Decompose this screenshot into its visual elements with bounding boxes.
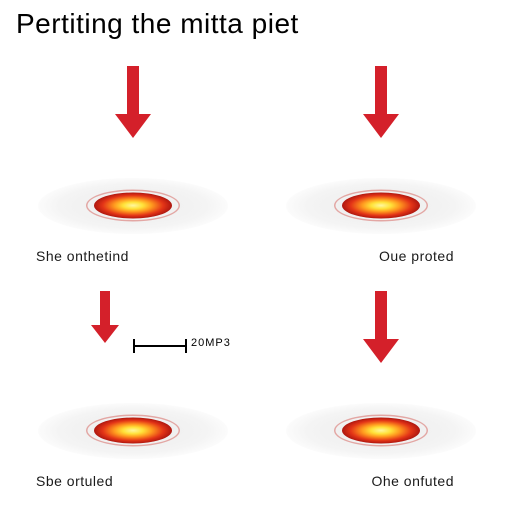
arrow-down-icon [363,291,399,363]
disc [286,178,476,234]
panel-top-left: She onthetind [18,60,248,270]
caption-tl: She onthetind [36,248,129,264]
measure-tick-icon: 20MP3 [133,339,193,353]
hot-spot-icon [94,417,172,443]
arrow-down-icon [115,66,151,138]
hot-spot-icon [94,192,172,218]
caption-bl: Sbe ortuled [36,473,113,489]
hot-spot-icon [342,192,420,218]
disc [38,178,228,234]
panel-bottom-right: Ohe onfuted [266,285,496,495]
tick-label: 20MP3 [191,337,231,349]
arrow-down-icon [91,291,119,343]
hot-spot-icon [342,417,420,443]
disc [286,403,476,459]
caption-tr: Oue proted [379,248,454,264]
caption-br: Ohe onfuted [371,473,454,489]
panel-bottom-left: 20MP3 Sbe ortuled [18,285,248,495]
page-title: Pertiting the mitta piet [16,8,299,40]
disc [38,403,228,459]
arrow-down-icon [363,66,399,138]
panel-top-right: Oue proted [266,60,496,270]
